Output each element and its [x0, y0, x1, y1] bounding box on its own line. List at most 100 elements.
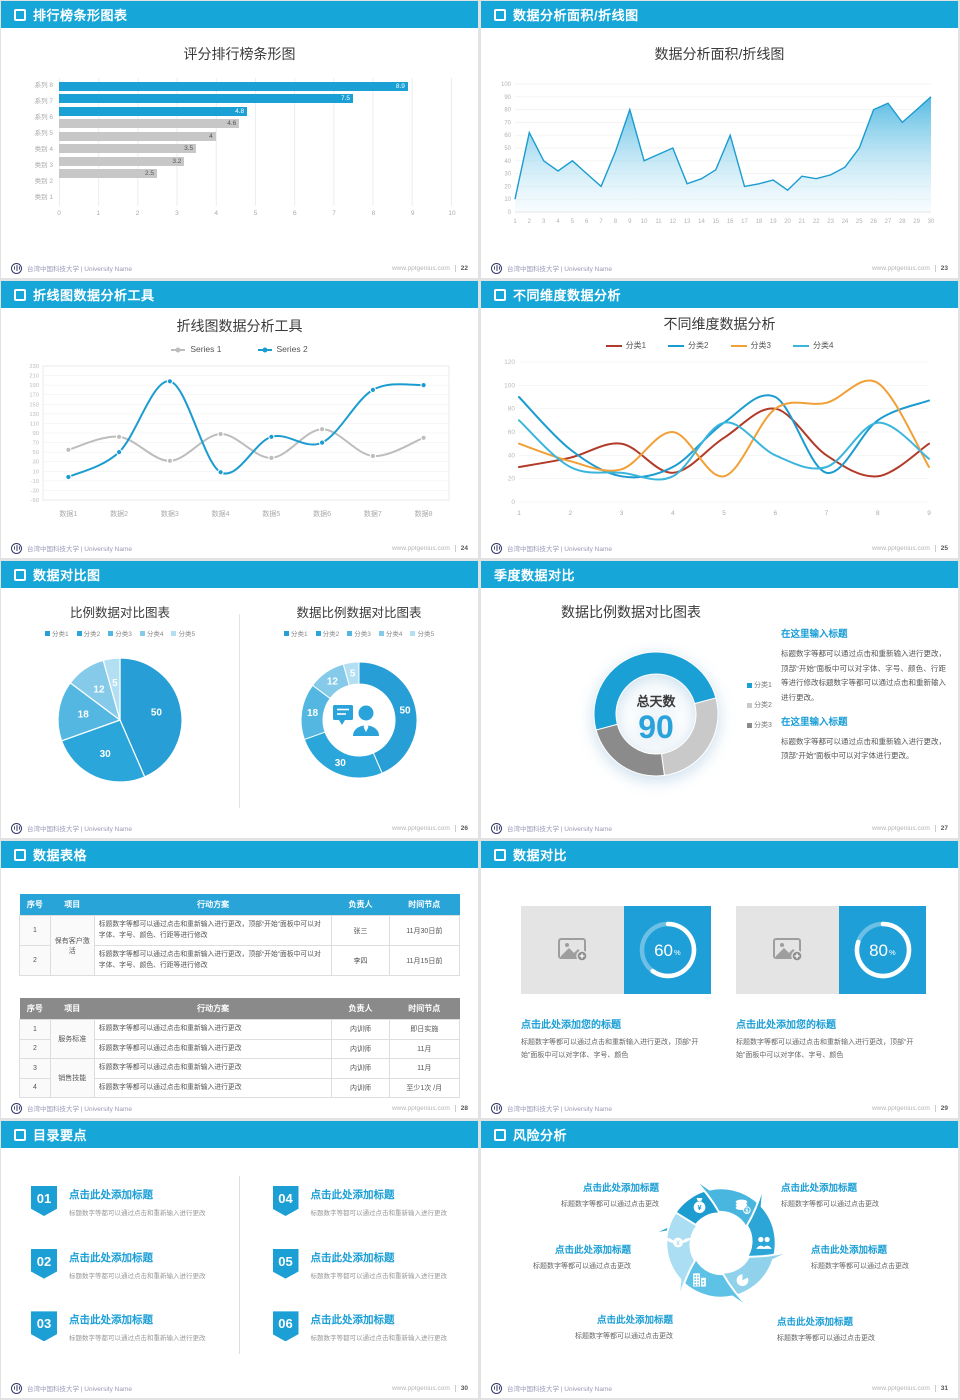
slide-pie-comparison[interactable]: 数据对比图 比例数据对比图表 分类1 分类2 分类3 分类4 分类5 50 30 1… — [1, 561, 478, 838]
slide-page-number: 27 — [934, 824, 948, 832]
slide-header-title: 季度数据对比 — [494, 568, 576, 583]
footer-site-url: www.pptgenius.com — [871, 1104, 930, 1112]
slide-toc-points[interactable]: 目录要点 01 点击此处添加标题 标题数字等都可以通过点击和重新输入进行更改 02 点击… — [1, 1121, 478, 1398]
slide-line-chart-tool[interactable]: 折线图数据分析工具 折线图数据分析工具 Series 1 Series 2 23… — [1, 281, 478, 558]
footer-university-name: 台湾中国科技大学 | University Name — [507, 266, 612, 273]
slide-header-title: 数据对比 — [513, 848, 568, 863]
slide-header: 季度数据对比 — [481, 561, 958, 588]
svg-text:9: 9 — [927, 510, 931, 517]
progress-ring: 80% — [854, 921, 911, 979]
chart-title: 比例数据对比图表 — [69, 606, 170, 620]
coins-icon: $ — [735, 1199, 751, 1214]
slide-quarter-comparison[interactable]: 季度数据对比 数据比例数据对比图表 总天数 90 分类1 分类2 分类3 在这里输… — [481, 561, 958, 838]
svg-text:数据4: 数据4 — [212, 509, 230, 518]
text-block-heading: 在这里输入标题 — [781, 716, 848, 728]
svg-text:90: 90 — [504, 95, 511, 101]
category4-swatch-icon — [792, 344, 809, 348]
svg-text:8: 8 — [614, 219, 618, 225]
slide-progress-cards[interactable]: 数据对比 60% — [481, 841, 958, 1118]
svg-text:80: 80 — [508, 406, 516, 413]
chart-title: 数据比例数据对比图表 — [296, 606, 422, 620]
square-bullet-icon — [494, 8, 506, 21]
bar: 4 — [59, 131, 216, 141]
svg-text:90: 90 — [638, 709, 674, 745]
svg-text:12: 12 — [327, 676, 339, 687]
chart-title: 数据分析面积/折线图 — [654, 46, 785, 62]
svg-text:3: 3 — [542, 219, 546, 225]
svg-text:1: 1 — [517, 510, 521, 517]
slide-header: 数据分析面积/折线图 — [481, 1, 958, 28]
slide-dimension-line-chart[interactable]: 不同维度数据分析 不同维度数据分析 分类1 分类2 分类3 分类4 120 100… — [481, 281, 958, 558]
image-placeholder — [521, 906, 624, 994]
chart-legend: 分类1 分类2 分类3 分类4 — [481, 340, 958, 351]
svg-text:27: 27 — [885, 219, 892, 225]
svg-text:50: 50 — [399, 705, 411, 716]
svg-text:28: 28 — [899, 219, 906, 225]
progress-card: 60% — [521, 906, 711, 994]
svg-text:60: 60 — [508, 429, 516, 436]
svg-text:14: 14 — [698, 219, 705, 225]
svg-text:30: 30 — [335, 758, 347, 769]
toc-item: 06 点击此处添加标题 标题数字等都可以通过点击和重新输入进行更改 — [272, 1301, 469, 1364]
slide-page-number: 25 — [934, 544, 948, 552]
svg-text:30: 30 — [33, 460, 39, 466]
svg-text:6: 6 — [585, 219, 589, 225]
svg-text:90: 90 — [33, 431, 39, 437]
bar: 4.6 — [59, 119, 240, 128]
toc-item-subtitle: 标题数字等都可以通过点击和重新输入进行更改 — [310, 1335, 448, 1343]
footer-university-name: 台湾中国科技大学 | University Name — [507, 1106, 612, 1113]
card-text: 点击此处添加您的标题 标题数字等都可以通过点击和重新输入进行更改，顶部“开始”面… — [521, 1016, 713, 1063]
category1-swatch-icon — [605, 344, 622, 348]
svg-text:30: 30 — [928, 219, 935, 225]
slide-ranking-bar-chart[interactable]: 排行榜条形图表 评分排行榜条形图 系列 8 系列 7 系列 6 系列 5 类别 4 类别 … — [1, 1, 478, 278]
svg-text:10: 10 — [33, 469, 39, 475]
university-logo-icon — [491, 822, 502, 834]
svg-text:5: 5 — [112, 678, 118, 689]
legend-item: Series 1 — [171, 344, 222, 354]
svg-text:60: 60 — [654, 941, 673, 960]
slide-risk-analysis[interactable]: 风险分析 ¥ $ ¥ 点击此处添加标题 标题数字等都可以通过点击更改 点击此处添加标… — [481, 1121, 958, 1398]
square-bullet-icon — [494, 1128, 506, 1141]
footer-university-name: 台湾中国科技大学 | University Name — [27, 1106, 132, 1113]
svg-text:¥: ¥ — [676, 1240, 680, 1247]
svg-text:数据7: 数据7 — [364, 509, 382, 518]
svg-text:5: 5 — [722, 510, 726, 517]
footer-site-url: www.pptgenius.com — [871, 824, 930, 832]
slide-data-tables[interactable]: 数据表格 序号 项目 行动方案 负责人 时间节点 1 保有客户激活 标题数字等都可以通过点击和… — [1, 841, 478, 1118]
svg-text:8: 8 — [876, 510, 880, 517]
footer-university-name: 台湾中国科技大学 | University Name — [507, 1386, 612, 1393]
chart-title: 评分排行榜条形图 — [183, 46, 296, 62]
svg-text:150: 150 — [29, 402, 39, 408]
footer-site-url: www.pptgenius.com — [391, 1384, 450, 1392]
slide-header-title: 折线图数据分析工具 — [33, 288, 155, 303]
toc-item: 01 点击此处添加标题 标题数字等都可以通过点击和重新输入进行更改 — [31, 1176, 227, 1239]
slide-area-chart[interactable]: 数据分析面积/折线图 数据分析面积/折线图 0 10 20 30 40 50 60 70 80 9… — [481, 1, 958, 278]
footer-site-url: www.pptgenius.com — [871, 544, 930, 552]
university-logo-icon — [11, 262, 22, 274]
svg-text:40: 40 — [508, 452, 516, 459]
slide-header-title: 数据分析面积/折线图 — [513, 8, 639, 23]
square-bullet-icon — [14, 8, 26, 21]
slide-header: 折线图数据分析工具 — [1, 281, 478, 308]
svg-text:80: 80 — [869, 941, 888, 960]
pinwheel-diagram: ¥ $ ¥ — [648, 1176, 794, 1310]
chart-legend: Series 1 Series 2 — [1, 344, 478, 354]
svg-text:20: 20 — [508, 476, 516, 483]
chart-legend: 分类1 分类2 分类3 — [747, 680, 772, 730]
footer-university-name: 台湾中国科技大学 | University Name — [27, 1386, 132, 1393]
slide-page-number: 30 — [454, 1384, 468, 1392]
svg-text:130: 130 — [29, 412, 39, 418]
progress-ring: 60% — [639, 921, 696, 979]
square-bullet-icon — [14, 1128, 26, 1141]
svg-text:18: 18 — [78, 709, 90, 720]
svg-text:30: 30 — [100, 749, 112, 760]
svg-text:50: 50 — [504, 146, 511, 152]
svg-text:3: 3 — [620, 510, 624, 517]
slide-footer: 台湾中国科技大学 | University Name www.pptgenius.… — [491, 538, 948, 558]
svg-text:$: $ — [745, 1208, 749, 1214]
slide-header: 排行榜条形图表 — [1, 1, 478, 28]
chart-title: 数据比例数据对比图表 — [561, 604, 701, 620]
toc-list: 01 点击此处添加标题 标题数字等都可以通过点击和重新输入进行更改 02 点击此处添加标… — [31, 1176, 468, 1364]
progress-ring-panel: 60% — [624, 906, 711, 994]
